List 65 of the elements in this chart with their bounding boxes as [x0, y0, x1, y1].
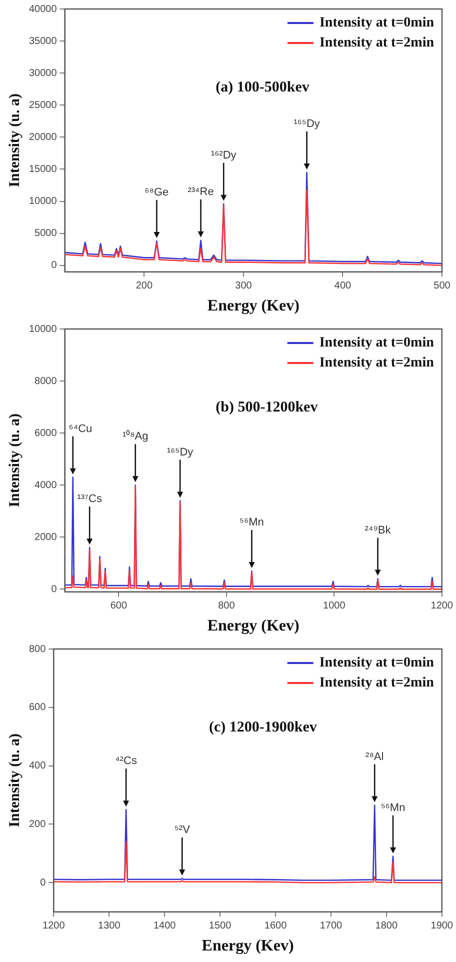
- y-axis-title: Intensity (u. a): [6, 94, 23, 188]
- x-tick-label: 500: [434, 280, 451, 292]
- x-axis-title: Energy (Kev): [207, 618, 300, 635]
- y-tick-label: 400: [28, 760, 46, 772]
- legend-label: Intensity at t=0min: [319, 16, 434, 31]
- x-tick-label: 1400: [153, 920, 176, 932]
- annotation: ⁴²Cs: [115, 755, 138, 768]
- y-tick-label: 2000: [34, 532, 58, 543]
- legend-label: Intensity at t=2min: [319, 36, 434, 51]
- y-tick-label: 30000: [28, 68, 58, 79]
- x-tick-label: 800: [218, 600, 236, 612]
- y-tick-label: 15000: [28, 164, 58, 175]
- x-tick-label: 1200: [42, 920, 66, 932]
- annotation: ⁵⁶Mn: [240, 516, 264, 529]
- x-tick-label: 400: [334, 280, 352, 292]
- annotation: ⁵²V: [174, 824, 191, 836]
- y-tick-label: 800: [28, 644, 46, 655]
- legend-label: Intensity at t=2min: [319, 356, 434, 371]
- legend-label: Intensity at t=0min: [319, 336, 434, 351]
- annotation: ⁶⁴Cu: [68, 422, 92, 435]
- y-tick-label: 200: [28, 818, 46, 830]
- y-tick-label: 40000: [28, 4, 58, 15]
- x-axis-title: Energy (Kev): [207, 298, 300, 315]
- x-tick-label: 1600: [264, 920, 288, 932]
- annotation: ¹⁶²Dy: [210, 149, 237, 162]
- annotation: (c) 1200-1900kev: [208, 720, 318, 736]
- y-tick-label: 5000: [34, 228, 58, 240]
- annotation: ¹³⁷Cs: [77, 493, 102, 506]
- legend-label: Intensity at t=2min: [319, 676, 434, 691]
- y-tick-label: 35000: [28, 36, 58, 47]
- annotation: ⁵⁶Mn: [380, 802, 406, 814]
- y-tick-label: 8000: [34, 376, 58, 387]
- y-tick-label: 10000: [28, 196, 58, 208]
- y-tick-label: 0: [40, 877, 46, 888]
- annotation: ¹⁶⁵Dy: [166, 446, 194, 458]
- x-tick-label: 300: [235, 280, 252, 292]
- y-tick-label: 20000: [28, 132, 58, 143]
- y-axis-title: Intensity (u. a): [6, 414, 23, 508]
- y-axis-title: Intensity (u. a): [6, 734, 23, 828]
- annotation: ¹⁰⁸Ag: [122, 430, 148, 443]
- x-axis-title: Energy (Kev): [202, 938, 294, 955]
- y-tick-label: 600: [28, 702, 46, 714]
- annotation: (b) 500-1200kev: [216, 400, 318, 416]
- y-tick-label: 25000: [28, 100, 58, 111]
- y-tick-label: 4000: [34, 480, 58, 491]
- annotation: ²⁴⁹Bk: [364, 524, 392, 536]
- x-tick-label: 1000: [323, 600, 346, 612]
- x-tick-label: 600: [110, 600, 128, 612]
- annotation: ¹⁶⁵Dy: [294, 118, 320, 130]
- legend-label: Intensity at t=0min: [319, 656, 434, 671]
- annotation: ²³⁴Re: [188, 186, 214, 198]
- y-tick-label: 0: [51, 584, 58, 595]
- x-tick-label: 1500: [208, 920, 232, 932]
- y-tick-label: 10000: [28, 324, 58, 335]
- y-tick-label: 0: [51, 260, 58, 272]
- x-tick-label: 1300: [98, 920, 121, 932]
- x-tick-label: 1200: [430, 600, 454, 612]
- annotation: (a) 100-500kev: [216, 80, 310, 96]
- x-tick-label: 200: [136, 280, 153, 292]
- y-tick-label: 6000: [34, 428, 58, 439]
- x-tick-label: 1900: [430, 920, 454, 932]
- annotation: ⁶⁸Ge: [144, 186, 169, 199]
- annotation: ²⁸Al: [366, 750, 384, 763]
- x-tick-label: 1700: [320, 920, 343, 932]
- x-tick-label: 1800: [375, 920, 398, 932]
